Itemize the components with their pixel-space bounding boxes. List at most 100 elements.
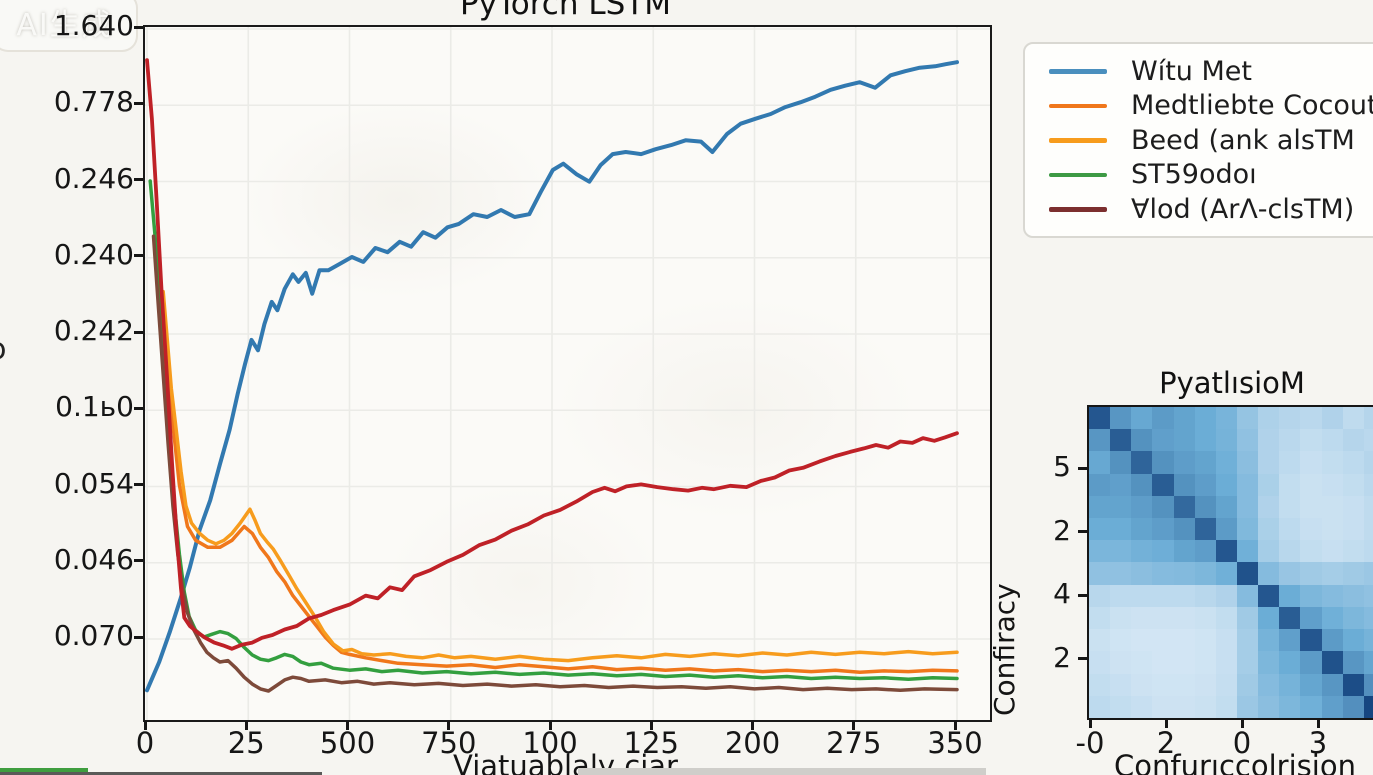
heatmap-cell [1300,629,1322,652]
heatmap-cell [1194,495,1216,519]
heatmap-cell [1215,584,1237,607]
heatmap-cell [1110,606,1132,630]
heatmap-cell [1173,562,1195,585]
heatmap-y-tick-mark [1078,530,1087,533]
heatmap-cell [1321,429,1343,452]
heatmap-cell [1236,629,1259,652]
heatmap-cell [1363,651,1373,674]
heatmap-cell [1236,651,1259,674]
heatmap-cell [1173,473,1195,496]
line-chart-title: PyTorch LSTM [460,0,671,22]
heatmap-cell [1279,584,1301,607]
heatmap-cell [1089,451,1111,474]
legend-swatch [1049,172,1107,177]
heatmap-x-tick-label: 0 [1232,726,1252,760]
heatmap-cell [1089,495,1111,519]
heatmap-cell [1089,673,1111,696]
x-tick-mark [751,720,754,730]
heatmap-cell [1258,518,1280,541]
heatmap-cell [1152,451,1174,474]
heatmap-cell [1300,407,1322,430]
heatmap-cell [1258,695,1280,718]
y-tick-mark [134,559,143,563]
heatmap-cell [1215,451,1237,474]
heatmap-cell [1089,629,1111,652]
heatmap-cell [1089,407,1111,430]
heatmap-cell [1110,518,1132,541]
y-tick-label: 0.240 [53,237,134,271]
legend-label: Wítu Met [1131,55,1252,87]
heatmap-cell [1194,473,1216,496]
x-tick-label: 200 [724,726,781,760]
heatmap-cell [1258,473,1280,496]
heatmap-y-tick-mark [1078,466,1087,470]
heatmap-cell [1152,606,1174,630]
heatmap-cell [1363,606,1373,630]
heatmap-cell [1194,451,1216,474]
x-tick-mark [548,720,552,730]
legend-label: Medtliebte Cocouted [1131,90,1373,122]
legend-label: Beed (ank alsTM [1131,124,1355,156]
heatmap-cell [1131,651,1153,674]
heatmap-cell [1300,495,1322,519]
heatmap-x-tick-mark [1240,718,1244,728]
x-tick-mark [852,720,856,730]
heatmap-cell [1215,518,1237,541]
x-tick-label: 0 [135,726,155,760]
line-chart-y-axis-label-fragment: ɔ [0,332,6,367]
heatmap-cell [1236,673,1259,696]
heatmap-cell [1215,562,1237,585]
heatmap-cell [1363,518,1373,541]
x-tick-label: 100 [522,726,578,760]
heatmap-cell [1342,629,1364,652]
heatmap-cell [1279,540,1301,563]
heatmap-cell [1279,562,1301,585]
heatmap-cell [1089,584,1111,607]
heatmap-cell [1194,540,1216,563]
heatmap-cell [1131,629,1153,652]
heatmap-cell [1342,673,1364,696]
x-tick-label: 750 [421,726,477,760]
heatmap-cell [1363,562,1373,585]
heatmap-cell [1258,407,1280,430]
heatmap-cell [1258,540,1280,563]
heatmap-cell [1110,429,1132,452]
heatmap-cell [1215,695,1237,718]
legend-item: ST59odoı [1049,158,1373,193]
heatmap-y-tick-mark [1078,593,1087,597]
heatmap-cell [1131,540,1153,563]
y-tick-label: 0.778 [53,85,134,119]
heatmap-cell [1321,629,1343,652]
heatmap-cell [1131,407,1153,430]
heatmap-y-tick-label: 4 [1053,577,1071,610]
heatmap-cell [1258,584,1280,607]
heatmap-y-tick-label: 2 [1053,513,1071,547]
line-chart-canvas [145,27,990,720]
ai-watermark-text: AI生成 [16,8,114,43]
y-tick-mark [134,406,143,410]
heatmap-cell [1131,673,1153,696]
heatmap-cell [1258,651,1280,674]
heatmap-cell [1089,429,1111,452]
y-tick-mark [134,178,143,181]
heatmap-cell [1300,451,1322,474]
heatmap-cell [1152,562,1174,585]
heatmap-cell [1321,651,1343,674]
heatmap-cell [1258,606,1280,630]
legend-label: ST59odoı [1131,159,1257,191]
heatmap-cell [1215,673,1237,696]
x-tick-label: 350 [927,726,983,760]
heatmap-cell [1152,429,1174,452]
legend-swatch [1049,138,1107,143]
heatmap-cell [1236,540,1259,563]
heatmap-cell [1363,429,1373,452]
heatmap-cell [1173,518,1195,541]
series-line-w-tu-met [145,60,959,693]
heatmap-cell [1110,562,1132,585]
x-tick-mark [953,720,957,730]
y-tick-mark [134,25,143,29]
heatmap-cell [1279,695,1301,718]
heatmap-cell [1236,473,1259,496]
heatmap-cell [1152,629,1174,652]
